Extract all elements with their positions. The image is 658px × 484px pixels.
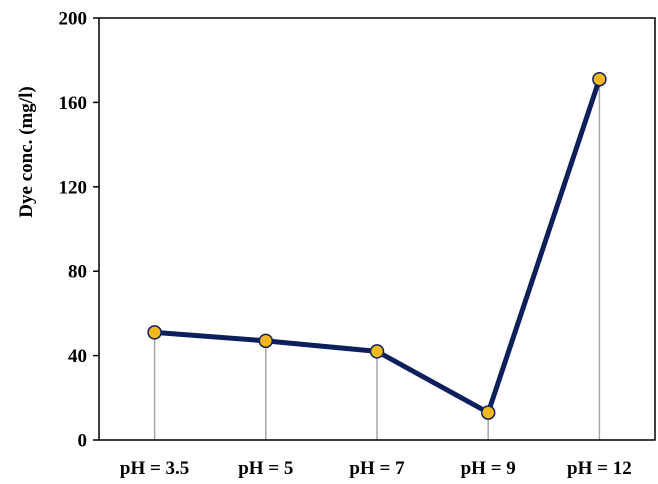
x-tick-label: pH = 9 [461, 458, 516, 479]
x-tick-label: pH = 7 [349, 458, 405, 479]
series-layer [147, 71, 607, 420]
y-axis-title: Dye conc. (mg/l) [16, 86, 37, 217]
y-tick-label: 80 [68, 262, 87, 283]
data-point [147, 325, 162, 340]
plot-area-border [98, 17, 656, 441]
data-point [369, 344, 385, 359]
x-tick-label: pH = 12 [567, 458, 632, 479]
x-tick-label: pH = 3.5 [120, 458, 189, 479]
data-point [592, 71, 607, 87]
y-tick-label: 40 [68, 346, 87, 367]
data-point [258, 333, 274, 349]
y-tick-label: 160 [59, 93, 88, 114]
axes [98, 17, 656, 441]
x-tick-label: pH = 5 [238, 458, 293, 479]
y-tick-label: 120 [59, 177, 88, 198]
data-point [480, 405, 496, 420]
drop-lines [153, 79, 601, 440]
y-tick-label: 0 [78, 431, 88, 452]
y-tick-label: 200 [59, 9, 88, 30]
y-ticks: 0 40 80 120 160 200 [59, 9, 99, 452]
x-ticks: pH = 3.5 pH = 5 pH = 7 pH = 9 pH = 12 [120, 458, 632, 479]
